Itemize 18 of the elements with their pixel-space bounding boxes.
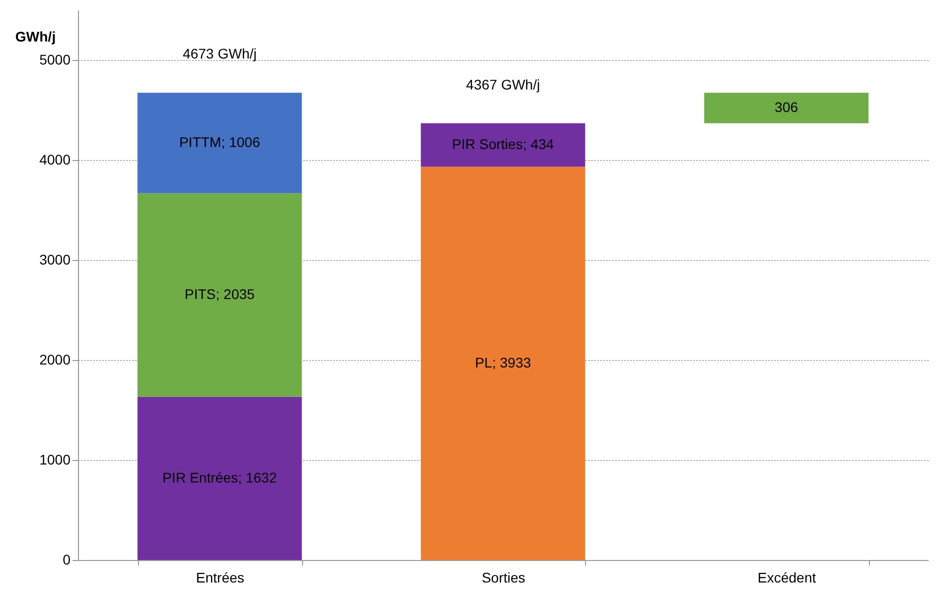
- data-label: 306: [774, 99, 798, 115]
- y-tick-label: 0: [62, 552, 71, 568]
- data-label: PIR Sorties; 434: [452, 136, 554, 152]
- y-tick-label: 3000: [39, 252, 71, 268]
- y-tick-label: 1000: [39, 452, 71, 468]
- x-tick-label: Excédent: [758, 570, 816, 586]
- data-label: PL; 3933: [474, 354, 532, 370]
- total-label: 4673 GWh/j: [182, 46, 257, 62]
- y-tick-label: 5000: [39, 52, 71, 68]
- data-label: PIR Entrées; 1632: [162, 469, 278, 486]
- data-label: PITTM; 1006: [179, 134, 260, 150]
- y-tick-label: 2000: [39, 352, 71, 368]
- y-axis-title: GWh/j: [15, 28, 56, 44]
- data-label: PITS; 2035: [184, 286, 255, 302]
- total-label: 4367 GWh/j: [466, 76, 540, 92]
- x-tick-label: Entrées: [196, 570, 244, 586]
- y-tick-label: 4000: [39, 152, 71, 168]
- x-tick-label: Sorties: [482, 570, 526, 586]
